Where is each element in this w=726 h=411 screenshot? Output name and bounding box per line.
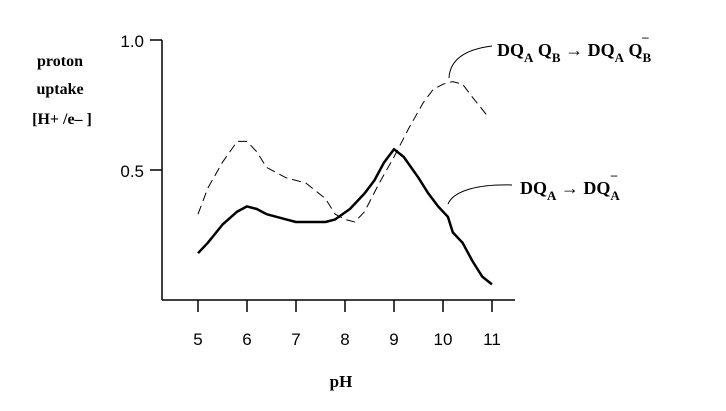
annotation-leader-1 (447, 184, 513, 205)
x-tick-label-6: 6 (242, 330, 251, 349)
y-tick-label-1: 1.0 (120, 32, 144, 51)
x-tick-label-9: 9 (389, 330, 398, 349)
x-axis-title: pH (330, 372, 353, 391)
x-tick-label-5: 5 (193, 330, 202, 349)
annotation-label-1: DQA → DQA– (520, 167, 620, 203)
y-axis-title-line-2: uptake (36, 81, 83, 98)
annotation-label-0: DQA QB → DQA QB– (497, 29, 651, 65)
y-axis-title-line-1: proton (37, 53, 83, 70)
x-tick-label-7: 7 (291, 330, 300, 349)
x-tick-label-11: 11 (483, 330, 501, 349)
y-axis-title-line-3: [H+ /e– ] (32, 111, 92, 128)
x-tick-label-10: 10 (434, 330, 453, 349)
x-tick-label-8: 8 (340, 330, 349, 349)
annotation-leader-0 (448, 45, 493, 79)
y-tick-label-2: 0.5 (120, 162, 144, 181)
series-line-dashed (197, 81, 488, 223)
series-line-solid (197, 147, 493, 286)
